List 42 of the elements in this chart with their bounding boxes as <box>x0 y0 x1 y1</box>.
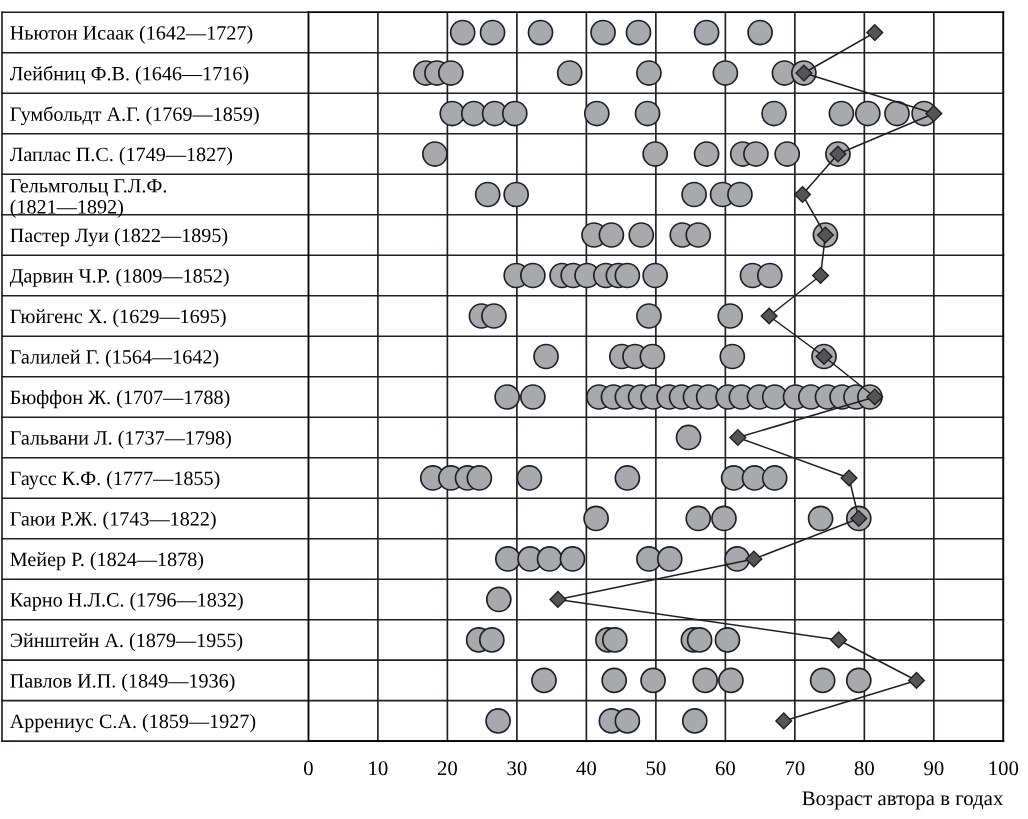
point <box>812 266 830 285</box>
x-tick-label: 10 <box>369 761 388 776</box>
point <box>760 307 778 325</box>
y-tick-label: Гумбольдт А.Г. (1769—1859) <box>10 106 259 126</box>
y-tick-label: Аррениус С.А. (1859—1927) <box>9 713 256 733</box>
y-tick-label: Лейбниц Ф.В. (1646—1716) <box>9 65 249 85</box>
x-axis-title: Возраст автора в годах <box>802 791 1004 810</box>
point <box>866 23 884 42</box>
point <box>775 712 793 730</box>
x-tick-label: 60 <box>715 761 735 776</box>
point <box>840 469 858 487</box>
point <box>925 104 943 123</box>
point <box>907 671 926 690</box>
y-tick-label: Бюффон Ж. (1707—1788) <box>10 390 230 409</box>
point <box>729 428 747 447</box>
y-tick-label: Лаплас П.С. (1749—1827) <box>9 147 233 166</box>
y-tick-label: Гальвани Л. (1737—1798) <box>10 430 231 449</box>
y-tick-label: Галилей Г. (1564—1642) <box>10 349 219 368</box>
x-tick-label: 40 <box>576 761 596 776</box>
x-tick-label: 30 <box>507 761 527 776</box>
y-tick-label: Гаюи Р.Ж. (1743—1822) <box>10 511 216 530</box>
point <box>793 185 812 204</box>
x-tick-label: 100 <box>989 761 1019 776</box>
point <box>830 631 848 649</box>
x-tick-label: 20 <box>437 761 458 776</box>
point <box>745 550 763 568</box>
y-tick-label: Гюйгенс Х. (1629—1695) <box>10 309 226 328</box>
y-tick-label: Пастер Луи (1822—1895) <box>10 228 228 247</box>
y-tick-label: Мейер Р. (1824—1878) <box>10 551 204 571</box>
x-tick-label: 50 <box>646 761 666 776</box>
y-tick-label: Павлов И.П. (1849—1936) <box>10 673 235 692</box>
x-tick-label: 90 <box>924 761 944 776</box>
y-tick-label: Гаусс К.Ф. (1777—1855) <box>10 470 220 490</box>
y-tick-label: Карно Н.Л.С. (1796—1832) <box>10 592 243 611</box>
y-tick-label: Эйнштейн А. (1879—1955) <box>10 632 243 652</box>
x-tick-label: 80 <box>854 761 874 776</box>
y-tick-label: Гельмгольц Г.Л.Ф. (1821—1892) <box>10 179 167 218</box>
x-tick-label: 0 <box>303 761 313 776</box>
x-tick-label: 70 <box>785 761 805 776</box>
point <box>549 590 567 609</box>
y-tick-label: Ньютон Исаак (1642—1727) <box>10 25 253 44</box>
y-tick-label: Дарвин Ч.Р. (1809—1852) <box>9 268 229 287</box>
